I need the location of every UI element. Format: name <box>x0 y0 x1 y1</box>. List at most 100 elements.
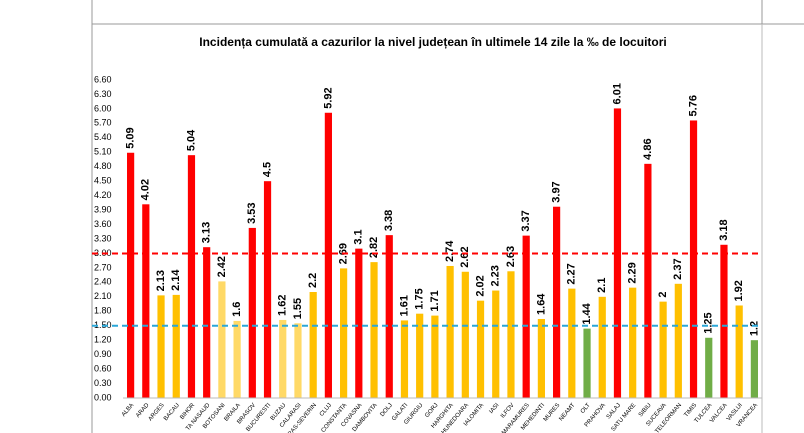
value-label: 4.5 <box>261 162 273 177</box>
y-tick-label: 4.50 <box>94 176 112 186</box>
bar <box>385 235 393 398</box>
bar <box>187 155 196 398</box>
y-tick-label: 2.40 <box>94 277 112 287</box>
y-tick-label: 1.20 <box>94 335 112 345</box>
value-label: 3.38 <box>383 210 395 231</box>
bar <box>142 204 150 398</box>
x-tick-label: DOLJ <box>380 402 394 418</box>
bar <box>233 320 241 398</box>
value-label: 2.02 <box>474 275 486 296</box>
value-label: 1.92 <box>733 280 745 301</box>
value-label: 2.37 <box>672 258 684 279</box>
value-label: 1.25 <box>703 312 715 333</box>
y-tick-label: 0.00 <box>94 392 112 402</box>
bar <box>735 305 743 398</box>
value-label: 2.2 <box>307 273 319 288</box>
value-label: 2.27 <box>566 263 578 284</box>
value-label: 2.62 <box>459 246 471 267</box>
value-label: 3.37 <box>520 210 532 231</box>
bar <box>629 287 637 398</box>
bar <box>218 281 226 398</box>
y-tick-label: 5.40 <box>94 132 112 142</box>
y-tick-label: 0.30 <box>94 378 112 388</box>
bar <box>157 295 165 398</box>
bar <box>172 294 180 398</box>
bar <box>400 320 409 398</box>
value-label: 2.14 <box>170 269 182 291</box>
value-label: 1.71 <box>429 290 441 311</box>
y-tick-label: 3.60 <box>94 219 112 229</box>
x-tick-label: OLT <box>580 402 592 415</box>
value-label: 5.09 <box>125 127 137 148</box>
bar <box>355 248 363 398</box>
bar <box>705 337 713 398</box>
bar <box>720 244 728 398</box>
value-label: 4.86 <box>642 138 654 159</box>
x-tick-label: SIBIU <box>638 402 653 418</box>
y-tick-label: 0.60 <box>94 363 112 373</box>
value-label: 2.13 <box>155 270 167 291</box>
bar <box>492 290 500 398</box>
y-tick-label: 5.10 <box>94 147 112 157</box>
y-tick-label: 6.30 <box>94 89 112 99</box>
y-tick-label: 2.70 <box>94 262 112 272</box>
bar <box>583 328 591 398</box>
bar <box>324 112 332 398</box>
bar <box>263 181 272 398</box>
y-tick-label: 2.10 <box>94 291 112 301</box>
value-label: 1.44 <box>581 302 593 324</box>
y-tick-label: 3.90 <box>94 204 112 214</box>
bar <box>568 288 576 398</box>
value-label: 2.23 <box>490 265 502 286</box>
value-label: 1.75 <box>414 288 426 309</box>
bar <box>553 206 561 398</box>
value-label: 2.74 <box>444 240 456 262</box>
x-tick-label: TIMIS <box>683 402 698 418</box>
bar <box>446 265 454 398</box>
bar <box>370 262 378 398</box>
value-label: 1.2 <box>748 321 760 336</box>
value-label: 3.13 <box>201 222 213 243</box>
bar <box>659 301 667 398</box>
value-label: 5.04 <box>185 129 197 151</box>
bar <box>431 315 439 398</box>
value-label: 2.42 <box>216 256 228 277</box>
y-tick-label: 3.30 <box>94 233 112 243</box>
y-tick-label: 6.60 <box>94 74 112 84</box>
bar <box>279 319 287 398</box>
bar <box>476 300 485 398</box>
bar <box>309 292 317 398</box>
value-label: 1.62 <box>277 295 289 316</box>
x-tick-label: NEAMT <box>558 402 576 422</box>
value-label: 4.02 <box>140 179 152 200</box>
value-label: 3.53 <box>246 202 258 223</box>
bar <box>674 283 682 398</box>
chart-title: Incidența cumulată a cazurilor la nivel … <box>199 35 666 49</box>
x-tick-label: CLUJ <box>319 402 333 417</box>
value-label: 2 <box>657 292 669 298</box>
value-label: 5.92 <box>322 87 334 108</box>
bar <box>294 323 302 398</box>
bar <box>461 271 469 398</box>
x-tick-label: IASI <box>489 402 501 415</box>
value-label: 1.6 <box>231 302 243 317</box>
y-tick-label: 1.80 <box>94 306 112 316</box>
value-label: 2.82 <box>368 237 380 258</box>
bar <box>340 268 348 398</box>
value-label: 1.55 <box>292 298 304 319</box>
value-label: 3.18 <box>718 219 730 240</box>
bar <box>598 296 606 398</box>
x-tick-label: ALBA <box>121 402 135 418</box>
y-tick-label: 4.20 <box>94 190 112 200</box>
bar <box>203 247 211 398</box>
bar <box>644 163 652 398</box>
value-label: 3.1 <box>353 229 365 244</box>
y-tick-label: 4.80 <box>94 161 112 171</box>
x-tick-label: BACAU <box>163 402 181 422</box>
value-label: 6.01 <box>611 83 623 104</box>
value-label: 2.1 <box>596 278 608 293</box>
bar <box>127 152 135 398</box>
y-tick-label: 6.00 <box>94 103 112 113</box>
